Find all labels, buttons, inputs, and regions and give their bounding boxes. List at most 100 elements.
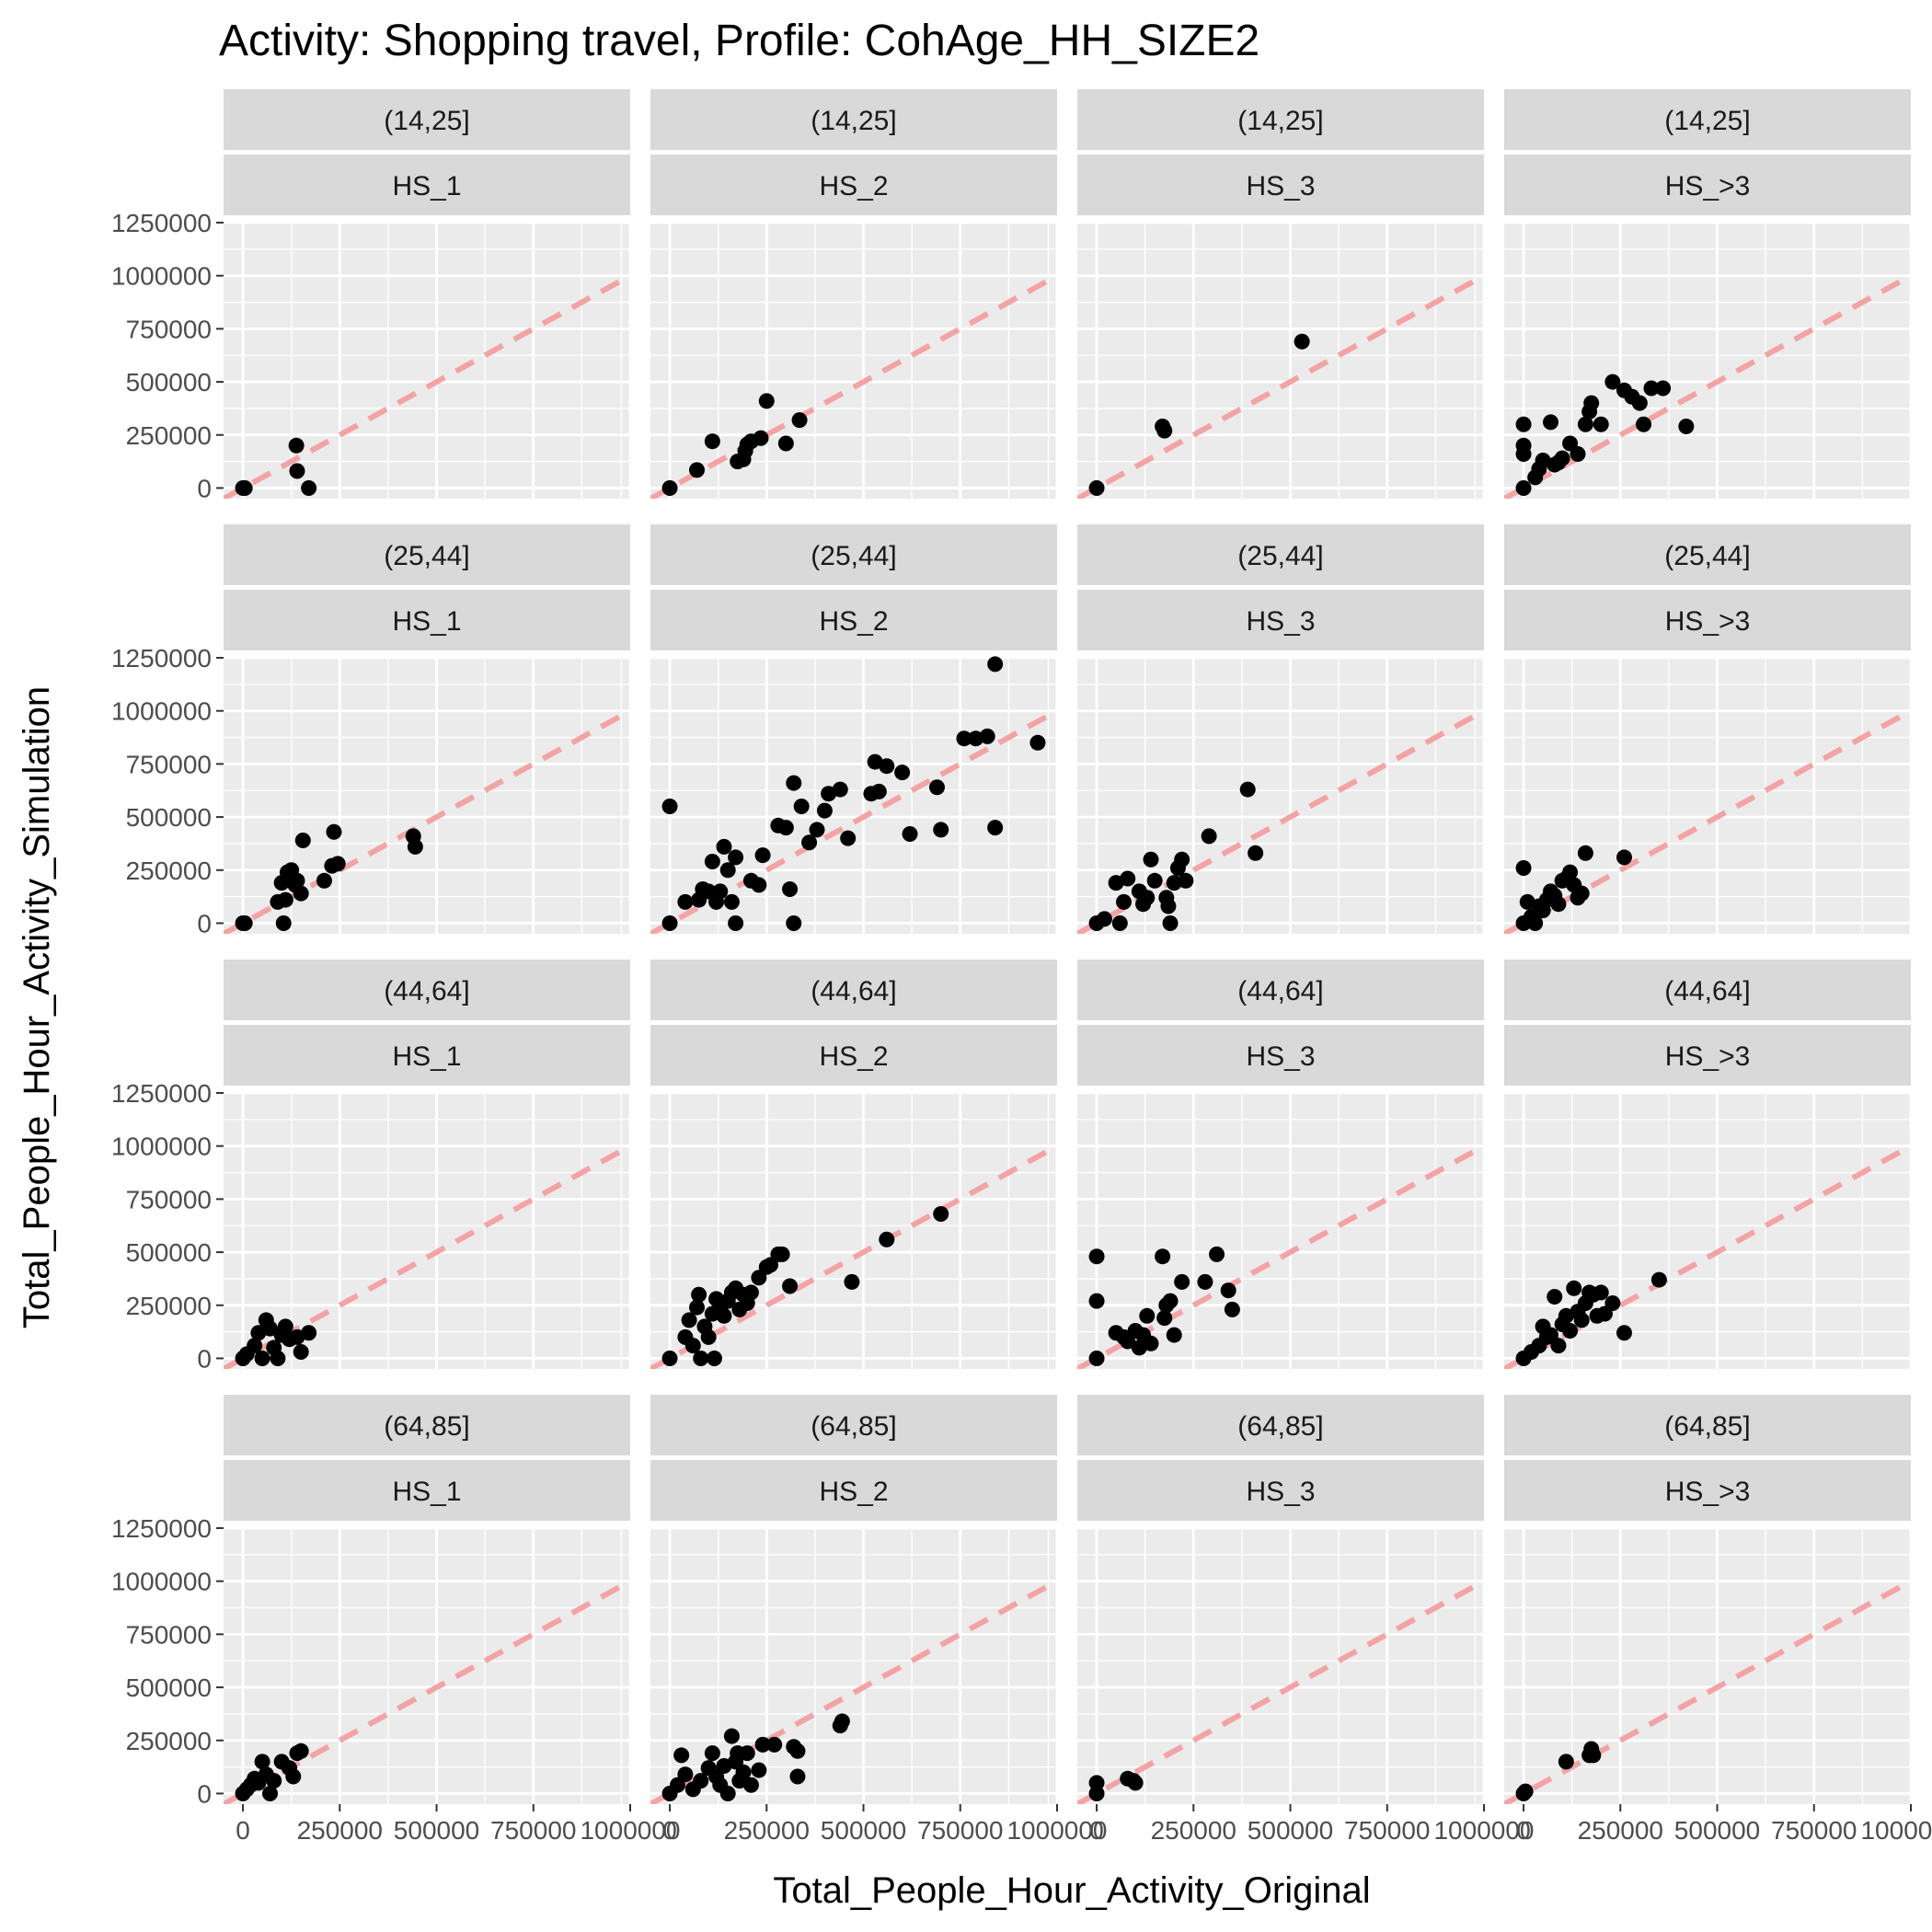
strip-col-label: HS_2 bbox=[819, 1041, 888, 1072]
facet-panel: (14,25] HS_2 bbox=[620, 89, 1059, 499]
data-point bbox=[677, 893, 694, 910]
data-point bbox=[301, 1325, 317, 1341]
strip-col-bg bbox=[650, 155, 1057, 215]
data-point bbox=[704, 1745, 720, 1762]
data-point bbox=[1201, 828, 1217, 845]
strip-col-label: HS_>3 bbox=[1665, 171, 1751, 201]
x-tick-label: 1000000 bbox=[1433, 1816, 1534, 1845]
data-point bbox=[1160, 898, 1177, 914]
data-point bbox=[716, 1307, 732, 1324]
plot-background bbox=[1077, 223, 1484, 499]
strip-col-bg bbox=[650, 590, 1057, 650]
data-point bbox=[661, 1350, 678, 1366]
data-point bbox=[753, 430, 769, 446]
data-point bbox=[1155, 1248, 1171, 1265]
data-point bbox=[1573, 885, 1590, 902]
data-point bbox=[1515, 446, 1532, 463]
strip-col-bg bbox=[224, 590, 630, 650]
data-point bbox=[1174, 1273, 1190, 1290]
data-point bbox=[693, 1773, 709, 1789]
data-point bbox=[1650, 1271, 1667, 1288]
data-point bbox=[326, 823, 342, 840]
strip-col-bg bbox=[650, 1460, 1057, 1521]
strip-row-label: (44,64] bbox=[811, 976, 896, 1006]
strip-col-bg bbox=[1504, 155, 1911, 215]
facet-panel: (14,25] HS_3 bbox=[1047, 89, 1486, 499]
y-axis-title: Total_People_Hour_Activity_Simulation bbox=[17, 686, 57, 1328]
data-point bbox=[1239, 781, 1256, 798]
data-point bbox=[758, 393, 775, 409]
strip-row-bg bbox=[1077, 524, 1484, 585]
data-point bbox=[1562, 864, 1579, 880]
strip-row-label: (14,25] bbox=[811, 106, 896, 136]
strip-row-bg bbox=[1077, 1395, 1484, 1455]
data-point bbox=[1515, 416, 1532, 432]
data-point bbox=[266, 1773, 282, 1789]
data-point bbox=[1577, 416, 1593, 432]
y-tick-label: 750000 bbox=[126, 315, 212, 343]
facet-panel: (14,25] HS_1 0 250000 500000 750000 1000000 125… bbox=[111, 89, 632, 502]
identity-reference-line bbox=[1504, 1579, 1911, 1804]
facet-panel: (25,44] HS_2 bbox=[620, 524, 1059, 934]
strip-row-label: (44,64] bbox=[1237, 976, 1323, 1006]
data-point bbox=[1139, 890, 1156, 906]
data-point bbox=[987, 656, 1004, 673]
data-point bbox=[782, 1278, 799, 1294]
strip-row-label: (64,85] bbox=[384, 1411, 469, 1442]
x-tick-label: 1000000 bbox=[580, 1816, 680, 1845]
plot-background bbox=[1504, 658, 1911, 934]
data-point bbox=[902, 826, 918, 843]
data-point bbox=[1162, 914, 1179, 931]
strip-row-bg bbox=[224, 524, 630, 585]
facet-panels: (14,25] HS_1 0 250000 500000 750000 1000000 125… bbox=[111, 89, 1932, 1845]
data-point bbox=[293, 1344, 309, 1361]
strip-col-label: HS_1 bbox=[392, 171, 461, 201]
y-tick-label: 500000 bbox=[126, 803, 212, 832]
y-tick-label: 0 bbox=[197, 1779, 212, 1808]
data-point bbox=[407, 838, 423, 855]
data-point bbox=[1604, 1294, 1621, 1311]
data-point bbox=[719, 862, 736, 879]
data-point bbox=[673, 1747, 690, 1764]
data-point bbox=[1143, 1335, 1159, 1351]
x-tick-label: 250000 bbox=[1578, 1816, 1663, 1845]
data-point bbox=[1220, 1282, 1236, 1299]
x-tick-label: 500000 bbox=[1248, 1816, 1333, 1845]
data-point bbox=[1088, 1248, 1105, 1265]
data-point bbox=[700, 1328, 717, 1345]
data-point bbox=[1562, 1322, 1579, 1339]
strip-row-label: (64,85] bbox=[1664, 1411, 1750, 1442]
data-point bbox=[1178, 872, 1194, 889]
y-tick-label: 0 bbox=[197, 909, 212, 937]
data-point bbox=[742, 1777, 759, 1793]
data-point bbox=[786, 775, 802, 791]
y-tick-label: 750000 bbox=[126, 750, 212, 778]
strip-col-label: HS_1 bbox=[392, 606, 461, 637]
data-point bbox=[1294, 333, 1310, 350]
facet-panel: (25,44] HS_>3 bbox=[1474, 524, 1913, 934]
data-point bbox=[1515, 479, 1532, 496]
data-point bbox=[1174, 851, 1190, 868]
identity-reference-line bbox=[1077, 1579, 1484, 1804]
data-point bbox=[288, 437, 305, 454]
data-point bbox=[782, 881, 799, 898]
facet-panel: (64,85]HS_102500005000007500001000000125… bbox=[111, 1395, 681, 1845]
data-point bbox=[739, 1745, 755, 1762]
data-point bbox=[704, 854, 720, 870]
data-point bbox=[1127, 1775, 1144, 1791]
y-tick-label: 1250000 bbox=[111, 209, 212, 237]
data-point bbox=[1166, 875, 1182, 891]
data-point bbox=[247, 1338, 263, 1354]
strip-row-bg bbox=[1504, 524, 1911, 585]
plot-background bbox=[224, 223, 630, 499]
data-point bbox=[777, 435, 794, 452]
data-point bbox=[834, 1713, 850, 1730]
strip-row-label: (14,25] bbox=[1664, 106, 1750, 136]
data-point bbox=[766, 1736, 783, 1753]
strip-row-bg bbox=[650, 1395, 1057, 1455]
strip-col-bg bbox=[224, 155, 630, 215]
strip-row-bg bbox=[1077, 960, 1484, 1020]
facet-panel: (25,44] HS_1 0 250000 500000 750000 1000000 125… bbox=[111, 524, 632, 937]
y-tick-label: 0 bbox=[197, 1344, 212, 1373]
data-point bbox=[1631, 395, 1648, 411]
